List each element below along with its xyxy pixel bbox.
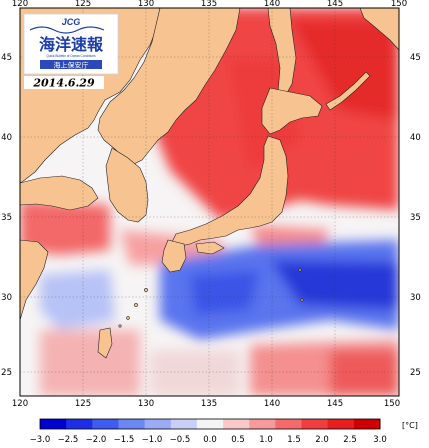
- colorbar-segment: [353, 419, 381, 429]
- date-label: 2014.6.29: [32, 77, 95, 90]
- lon-tick-label: 150: [384, 399, 400, 409]
- colorbar-tick-label: 2.0: [315, 435, 329, 445]
- lon-tick-label: 125: [75, 0, 91, 9]
- lon-tick-label: 120: [12, 0, 28, 9]
- lat-tick-label: 45: [1, 53, 12, 63]
- colorbar-segment: [66, 419, 93, 429]
- colorbar-tick-label: 3.0: [373, 435, 387, 445]
- colorbar-tick-label: 2.5: [343, 435, 357, 445]
- colorbar-tick-label: −1.0: [142, 435, 163, 445]
- lat-tick-label: 35: [1, 213, 12, 223]
- lon-tick-label: 145: [327, 0, 343, 9]
- colorbar-tick-label: 0.0: [203, 435, 217, 445]
- lat-tick-label: 25: [410, 368, 421, 378]
- lat-tick-label: 25: [1, 368, 12, 378]
- jcg-logo: JCG 海洋速報 Quick Bulletin of Ocean Conditi…: [23, 13, 119, 75]
- logo-agency: 海上保安庁: [54, 61, 89, 70]
- lon-tick-label: 130: [138, 0, 154, 9]
- colorbar-tick-label: 1.5: [287, 435, 301, 445]
- lat-tick-labels-left: 45 40 35 30 25: [1, 53, 12, 378]
- lon-tick-label: 135: [201, 399, 217, 409]
- colorbar-segment: [40, 419, 67, 429]
- colorbar-segment: [223, 419, 250, 429]
- colorbar-tick-labels: −3.0 −2.5 −2.0 −1.5 −1.0 −0.5 0.0 0.5 1.…: [30, 435, 387, 445]
- lon-tick-label: 140: [264, 0, 280, 9]
- lat-tick-label: 40: [410, 133, 421, 143]
- colorbar-border: [39, 418, 381, 430]
- graticule: [20, 8, 399, 396]
- colorbar-tick-label: −3.0: [30, 435, 51, 445]
- lat-tick-labels-right: 45 40 35 30 25: [410, 53, 421, 378]
- lat-tick-label: 30: [1, 293, 12, 303]
- colorbar: [39, 418, 381, 430]
- colorbar-tick-label: −2.0: [86, 435, 107, 445]
- colorbar-unit: [°C]: [402, 421, 418, 430]
- colorbar-tick-label: 1.0: [259, 435, 273, 445]
- colorbar-tick-label: −0.5: [170, 435, 191, 445]
- colorbar-tick-label: −2.5: [58, 435, 79, 445]
- lon-tick-labels-bottom: 120 125 130 135 140 145 150: [12, 399, 400, 409]
- colorbar-segment: [249, 419, 276, 429]
- lat-tick-label: 35: [410, 213, 421, 223]
- lon-tick-label: 135: [201, 0, 217, 9]
- logo-org-initials: JCG: [62, 17, 81, 27]
- lat-tick-label: 45: [410, 53, 421, 63]
- colorbar-segment: [92, 419, 119, 429]
- colorbar-segment: [301, 419, 329, 429]
- lon-tick-label: 150: [391, 0, 407, 9]
- lon-tick-label: 130: [138, 399, 154, 409]
- colorbar-tick-label: 0.5: [231, 435, 245, 445]
- lat-tick-label: 40: [1, 133, 12, 143]
- lon-tick-labels-top: 120 125 130 135 140 145 150: [12, 0, 407, 9]
- lon-tick-label: 120: [12, 399, 28, 409]
- anomaly-field: [20, 8, 399, 396]
- colorbar-tick-label: −1.5: [114, 435, 135, 445]
- lon-tick-label: 140: [264, 399, 280, 409]
- logo-title: 海洋速報: [39, 35, 104, 54]
- lat-tick-label: 30: [410, 293, 421, 303]
- colorbar-segment: [196, 419, 224, 429]
- date-label-box: 2014.6.29: [24, 76, 104, 90]
- colorbar-segment: [170, 419, 198, 429]
- colorbar-segment: [327, 419, 355, 429]
- lon-tick-label: 145: [327, 399, 343, 409]
- colorbar-segment: [275, 419, 303, 429]
- lon-tick-label: 125: [75, 399, 91, 409]
- colorbar-segment: [144, 419, 172, 429]
- colorbar-segment: [118, 419, 146, 429]
- map-frame: [19, 7, 400, 397]
- logo-subtitle: Quick Bulletin of Ocean Conditions: [46, 54, 96, 58]
